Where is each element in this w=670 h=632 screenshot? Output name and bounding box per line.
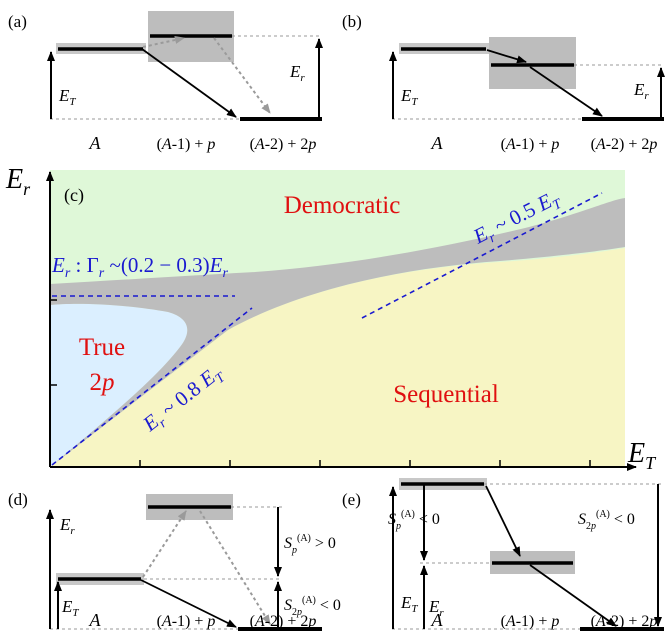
x-ticks — [139, 460, 591, 467]
panel-b-tag: (b) — [342, 12, 362, 31]
panel-d-tag: (d) — [8, 490, 28, 509]
label-A-e: A — [431, 610, 444, 630]
width-annotation: Er : Γr ~(0.2 − 0.3)Er — [51, 253, 229, 281]
label-Am2p-e: (A-2) + 2p — [591, 613, 658, 630]
panel-c-tag: (c) — [64, 185, 84, 206]
label-Am2p-b: (A-2) + 2p — [591, 136, 658, 153]
label-Er-d: Er — [59, 515, 75, 537]
panel-a: (a) ET Er A (A-1) + p (A-2) + 2p — [8, 11, 323, 153]
virtual-step2-arrow-d — [199, 510, 271, 625]
seq-step1-arrow-b — [486, 49, 527, 64]
panel-e: (e) Sp(A) < 0 S2p(A) < 0 ET Er A (A-1) +… — [342, 478, 664, 631]
slope-0.5-guide-line — [361, 192, 603, 319]
direct-decay-arrow-d — [140, 579, 237, 628]
label-Am1p-a: (A-1) + p — [157, 136, 216, 153]
virtual-step1-arrow-a — [142, 36, 185, 48]
label-ET-d: ET — [61, 597, 79, 619]
panel-d: (d) Er ET Sp(A) > 0 S2p(A) < 0 A (A-1) +… — [8, 490, 341, 631]
direct-decay-arrow-a — [141, 48, 237, 118]
label-Am2p-d: (A-2) + 2p — [250, 613, 317, 630]
true-2p-region — [50, 303, 188, 467]
seq-step2-arrow-e — [529, 564, 617, 627]
label-Am2p-a: (A-2) + 2p — [250, 136, 317, 153]
label-Er-a: Er — [289, 62, 305, 84]
y-ticks — [50, 299, 57, 386]
seq-step2-arrow-b — [529, 66, 603, 117]
sequential-region — [50, 248, 625, 467]
label-Sp-d: Sp(A) > 0 — [284, 533, 336, 556]
panel-c: Er ET (c) Democratic True 2p Sequential … — [5, 164, 657, 473]
label-Er-b: Er — [633, 80, 649, 102]
label-ET-b: ET — [400, 86, 418, 108]
label-A-a: A — [89, 133, 102, 153]
slope-0.8-guide-line — [51, 307, 253, 466]
transition-band — [50, 198, 625, 467]
label-A-d: A — [89, 610, 102, 630]
x-axis-label: ET — [627, 438, 657, 473]
label-Am1p-b: (A-1) + p — [501, 136, 560, 153]
2p-label: 2p — [90, 369, 115, 396]
panel-e-tag: (e) — [342, 490, 361, 509]
panel-b: (b) ET Er A (A-1) + p (A-2) + 2p — [342, 12, 665, 153]
true-label: True — [79, 334, 125, 361]
democratic-label: Democratic — [284, 192, 401, 219]
label-ET-e: ET — [400, 593, 418, 615]
label-ET-a: ET — [58, 86, 76, 108]
label-S2p-d: S2p(A) < 0 — [284, 595, 341, 618]
label-Sp-e: Sp(A) < 0 — [388, 509, 440, 532]
sequential-label: Sequential — [393, 381, 499, 408]
label-A-b: A — [431, 133, 444, 153]
virtual-step2-arrow-a — [213, 37, 271, 114]
panel-a-tag: (a) — [8, 12, 27, 31]
label-Am1p-e: (A-1) + p — [501, 613, 560, 630]
seq-step1-arrow-e — [485, 485, 521, 557]
resonance-band-b — [489, 37, 576, 89]
label-S2p-e: S2p(A) < 0 — [578, 509, 635, 532]
label-Am1p-d: (A-1) + p — [157, 613, 216, 630]
virtual-step1-arrow-d — [142, 510, 187, 578]
y-axis-label: Er — [5, 164, 31, 199]
